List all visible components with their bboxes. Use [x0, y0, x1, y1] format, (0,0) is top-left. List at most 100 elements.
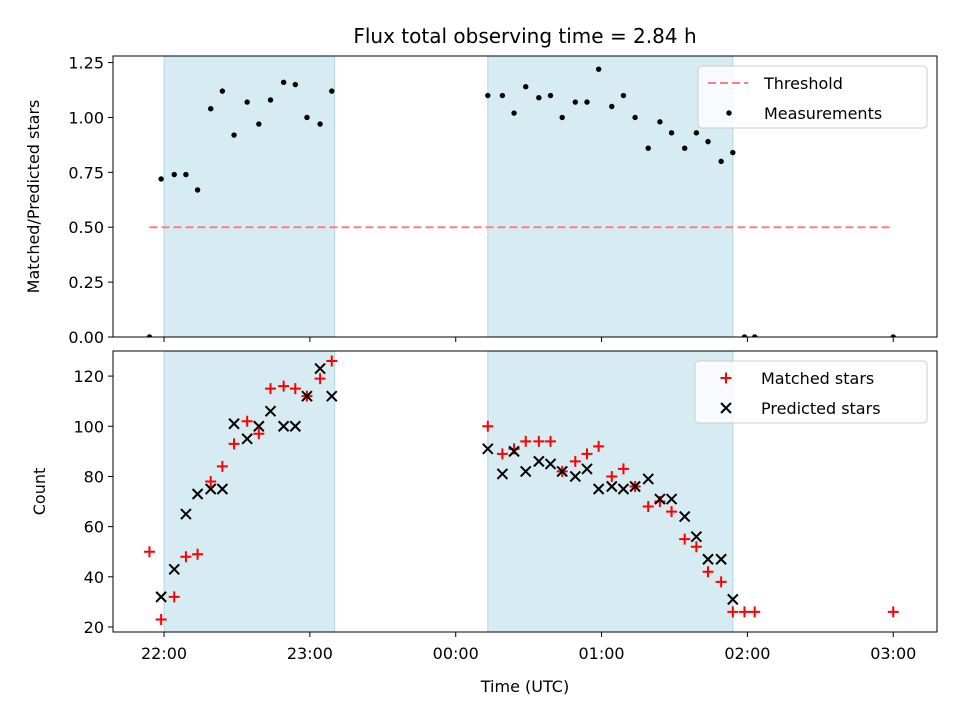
predicted-stars-point: [253, 420, 265, 432]
predicted-stars-point: [155, 591, 167, 603]
matched-stars-point: [738, 606, 750, 618]
x-axis-label: Time (UTC): [480, 677, 569, 696]
matched-stars-point: [617, 463, 629, 475]
panel-top: 0.00 0.25 0.50 0.75 1.00 1.25 Matched/Predicte…: [24, 54, 938, 347]
measurements-point: [171, 171, 177, 178]
predicted-stars-point: [191, 488, 204, 500]
matched-stars-point: [642, 501, 654, 513]
matched-stars-point: [679, 533, 691, 545]
measurements-point: [718, 158, 724, 165]
matched-stars-point: [192, 548, 204, 560]
predicted-stars-point: [629, 480, 641, 493]
matched-stars-point: [749, 606, 761, 618]
predicted-stars-point: [216, 483, 229, 495]
legend-marker-predicted-stars: [720, 402, 732, 414]
measurements-point: [572, 99, 579, 105]
predicted-stars-point: [508, 445, 520, 458]
matched-stars-point: [727, 606, 739, 618]
predicted-stars-point: [556, 465, 568, 478]
matched-stars-point: [278, 380, 290, 392]
predicted-stars-point: [702, 553, 714, 565]
predicted-stars-point: [606, 480, 618, 493]
matched-stars-point: [265, 383, 277, 395]
legend-label-measurements: Measurements: [764, 104, 882, 123]
plot-frame-top: [112, 55, 938, 338]
x-tick-label: 23:00: [287, 644, 333, 663]
measurements-point: [158, 176, 164, 182]
matched-stars-point: [155, 613, 167, 625]
matched-stars-point: [545, 435, 557, 447]
matched-stars-point: [253, 428, 265, 440]
matched-stars-point: [180, 551, 192, 563]
measurements-point: [681, 145, 688, 151]
measurements-point: [292, 81, 299, 88]
predicted-stars-point: [715, 553, 727, 565]
matched-stars-point: [593, 440, 605, 452]
legend-label-matched-stars: Matched stars: [761, 369, 874, 388]
x-tick-label: 03:00: [870, 644, 916, 663]
measurements-point: [890, 334, 896, 337]
predicted-stars-point: [326, 390, 338, 402]
matched-stars-point: [715, 576, 727, 588]
measurements-point: [751, 334, 758, 337]
measurements-point: [730, 149, 736, 156]
matched-stars-point: [205, 475, 217, 487]
predicted-stars-point: [617, 483, 630, 495]
y-tick-label-top: 1.25: [68, 54, 104, 73]
matched-stars-point: [228, 438, 240, 450]
matched-stars-point: [482, 420, 494, 432]
measurements-point: [267, 97, 274, 103]
y-tick-label-bottom: 80: [84, 467, 104, 486]
matched-stars-point: [702, 566, 714, 578]
measurements-point: [219, 88, 226, 94]
y-axis-label-bottom: Count: [30, 468, 49, 516]
measurements-point: [183, 171, 189, 178]
predicted-stars-point: [496, 468, 509, 480]
predicted-stars-point: [241, 433, 253, 445]
predicted-stars-point: [533, 455, 545, 468]
legend-label-predicted-stars: Predicted stars: [761, 399, 881, 418]
data-layer-bottom: [143, 355, 899, 625]
predicted-stars-point: [654, 493, 666, 505]
plot-frame-bottom: [112, 350, 938, 633]
shaded-interval-bottom-2: [487, 351, 733, 632]
matched-stars-point: [241, 415, 253, 427]
measurements-point: [523, 84, 529, 90]
measurements-point: [657, 119, 663, 125]
measurements-point: [485, 92, 491, 99]
measurements-point: [317, 121, 323, 127]
matched-stars-point: [168, 591, 180, 603]
predicted-stars-point: [727, 593, 739, 606]
measurements-point: [632, 114, 638, 121]
y-tick-label-top: 0.00: [68, 328, 104, 347]
measurements-point: [584, 99, 590, 105]
measurements-point: [499, 92, 506, 99]
matched-stars-point: [569, 455, 581, 467]
predicted-stars-point: [592, 483, 605, 495]
measurements-point: [280, 79, 287, 86]
measurements-point: [208, 105, 214, 112]
y-tick-label-bottom: 100: [73, 417, 104, 436]
measurements-point: [645, 145, 651, 151]
predicted-stars-point: [665, 493, 678, 505]
predicted-stars-point: [544, 458, 557, 470]
predicted-stars-point: [581, 463, 593, 475]
matched-stars-point: [690, 541, 702, 553]
chart-title: Flux total observing time = 2.84 h: [353, 24, 696, 48]
predicted-stars-point: [264, 405, 277, 417]
predicted-stars-point: [289, 420, 302, 432]
y-tick-label-top: 0.25: [68, 273, 104, 292]
panel-bottom: 20 40 60 80 100 120 22:00 23:00 00:00 01:00 02:00 0…: [30, 350, 938, 663]
measurements-point: [559, 114, 565, 121]
matched-stars-point: [666, 506, 678, 518]
measurements-point: [256, 121, 262, 127]
matched-stars-point: [314, 373, 326, 385]
measurements-point: [693, 130, 700, 136]
y-tick-label-bottom: 120: [73, 367, 104, 386]
predicted-stars-point: [168, 563, 180, 575]
predicted-stars-point: [277, 420, 290, 432]
matched-stars-point: [887, 606, 899, 618]
predicted-stars-point: [569, 470, 582, 483]
x-tick-label: 01:00: [579, 644, 625, 663]
measurements-point: [609, 103, 615, 110]
